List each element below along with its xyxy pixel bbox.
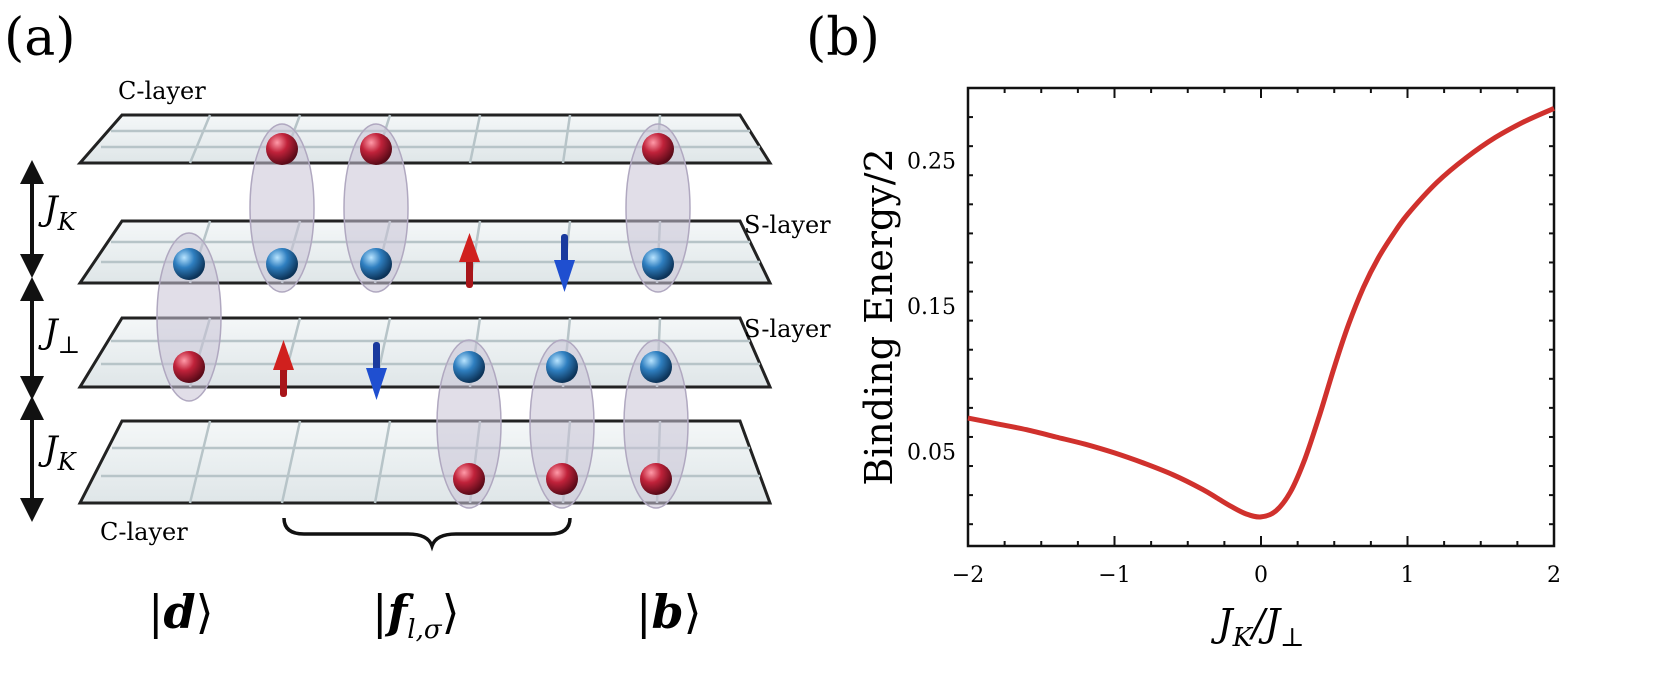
red-sphere	[360, 133, 392, 165]
x-tick-label: 1	[1401, 563, 1415, 588]
ket-f: |fl,σ⟩	[372, 585, 460, 645]
coupling-label-jk-top: JK	[38, 189, 78, 236]
spin-up-arrow-icon	[459, 233, 480, 288]
x-tick-label: 0	[1254, 563, 1268, 588]
spin-down-arrow-icon	[366, 342, 387, 400]
binding-energy-chart: −2 −1 0 1 2 0.05 0.15 0.25	[907, 86, 1561, 588]
x-tick-label: 2	[1547, 563, 1561, 588]
blue-sphere	[266, 248, 298, 280]
y-tick-label: 0.05	[907, 440, 956, 465]
blue-sphere	[173, 248, 205, 280]
blue-sphere	[640, 351, 672, 383]
layer-label-s-lower: S-layer	[744, 315, 831, 343]
pair-ellipses	[156, 123, 691, 509]
blue-sphere	[360, 248, 392, 280]
panel-b-label: (b)	[806, 8, 880, 68]
layer-label-c-top: C-layer	[118, 77, 206, 105]
x-axis-label: JK/J⊥	[1210, 601, 1304, 653]
spheres	[173, 133, 674, 495]
pair-top-3	[625, 123, 691, 293]
layer-label-c-bottom: C-layer	[100, 518, 188, 546]
y-tick-label: 0.15	[907, 295, 956, 320]
red-sphere	[642, 133, 674, 165]
red-sphere	[453, 463, 485, 495]
spin-arrows	[273, 233, 575, 400]
spin-up-arrow-icon	[273, 340, 294, 397]
blue-sphere	[546, 351, 578, 383]
layer-label-s-upper: S-layer	[744, 211, 831, 239]
x-tick-label: −2	[952, 563, 984, 588]
pair-d	[156, 232, 222, 402]
ket-d: |d⟩	[148, 585, 214, 639]
coupling-label-jperp: J⊥	[38, 312, 80, 359]
blue-sphere	[642, 248, 674, 280]
pair-bottom-2	[529, 339, 595, 509]
pair-top-2	[343, 123, 409, 293]
pair-bottom-1	[436, 339, 502, 509]
y-axis-label: Binding Energy/2	[857, 148, 901, 486]
coupling-label-jk-bottom: JK	[38, 429, 78, 476]
brace	[282, 517, 572, 552]
pair-bottom-3	[623, 339, 689, 509]
red-sphere	[173, 351, 205, 383]
pair-top-1	[249, 123, 315, 293]
axis-tick-labels: −2 −1 0 1 2 0.05 0.15 0.25	[907, 150, 1561, 588]
red-sphere	[266, 133, 298, 165]
panel-b: (b) −2 −1 0 1 2 0.05 0.15 0.25 Binding Energy/2…	[806, 8, 1561, 653]
spin-down-arrow-icon	[554, 234, 575, 292]
blue-sphere	[453, 351, 485, 383]
axis-ticks	[967, 87, 1555, 546]
state-kets: |d⟩ |fl,σ⟩ |b⟩	[148, 585, 702, 645]
ket-b: |b⟩	[636, 585, 702, 639]
red-sphere	[546, 463, 578, 495]
x-tick-label: −1	[1098, 563, 1130, 588]
red-sphere	[640, 463, 672, 495]
panel-a: (a) C-layer S-layer	[4, 8, 831, 645]
y-tick-label: 0.25	[907, 150, 956, 175]
binding-energy-line	[967, 106, 1555, 520]
panel-a-label: (a)	[4, 8, 76, 68]
